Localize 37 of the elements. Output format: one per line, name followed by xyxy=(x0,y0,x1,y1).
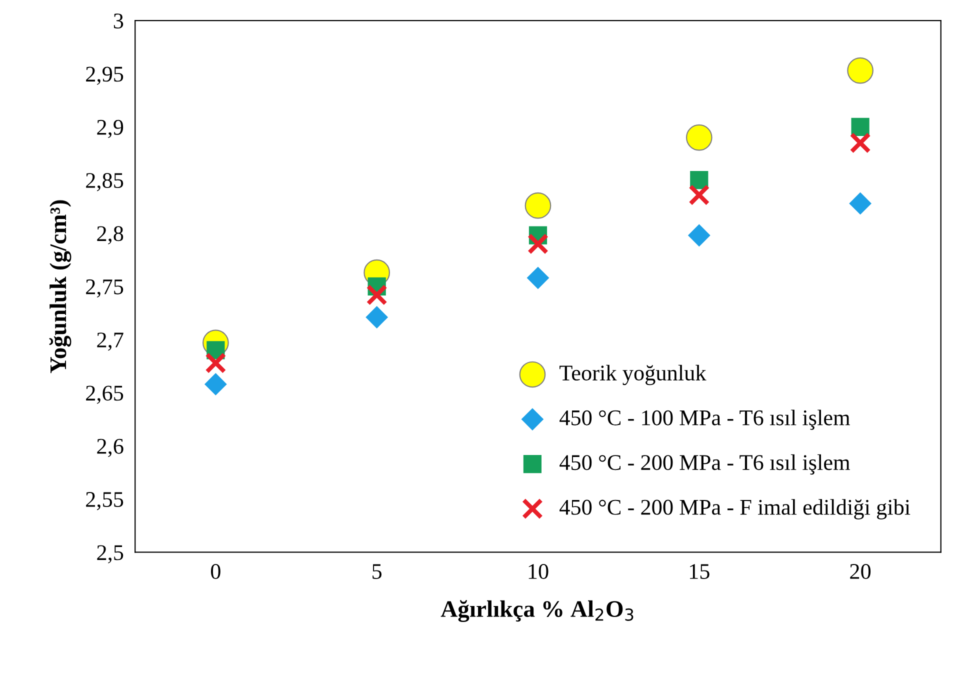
point xyxy=(524,192,552,219)
y-tick-label: 2,5 xyxy=(97,545,124,564)
y-tick-label: 2,7 xyxy=(97,332,124,351)
x-tick-label: 10 xyxy=(528,564,548,579)
point xyxy=(690,171,708,190)
point xyxy=(527,233,549,254)
point xyxy=(688,184,710,206)
y-axis-title: Yoğunluk (g/cm³) xyxy=(49,200,72,374)
x-axis-title: Ağırlıkça % Al$_{2}$O$_{3}$ xyxy=(440,600,634,622)
point xyxy=(366,306,388,328)
x-tick-label: 15 xyxy=(690,564,710,579)
y-tick-label: 2,6 xyxy=(97,438,124,458)
legend-label: 450 °C - 100 MPa - T6 ısıl işlem xyxy=(560,410,850,430)
x-tick-label: 5 xyxy=(372,564,382,579)
point xyxy=(688,224,710,247)
point xyxy=(526,266,550,290)
point xyxy=(204,373,227,396)
y-tick-label: 2,95 xyxy=(86,66,124,85)
y-tick-label: 2,8 xyxy=(97,226,124,244)
point xyxy=(849,192,872,215)
point xyxy=(850,132,871,154)
legend-label: 450 °C - 200 MPa - F imal edildiği gibi xyxy=(560,499,910,520)
point xyxy=(205,352,226,374)
point xyxy=(851,118,870,136)
x-tick-label: 0 xyxy=(210,564,220,579)
legend-label: 450 °C - 200 MPa - T6 ısıl işlem xyxy=(560,454,850,475)
point xyxy=(686,124,712,151)
y-tick-label: 2,55 xyxy=(86,492,124,510)
y-tick-label: 3 xyxy=(114,14,124,29)
y-tick-label: 2,75 xyxy=(86,279,124,298)
legend-label: Teorik yoğunluk xyxy=(560,364,706,386)
point xyxy=(847,57,874,84)
y-tick-label: 2,65 xyxy=(86,386,124,404)
point xyxy=(366,284,388,306)
y-tick-label: 2,85 xyxy=(86,173,124,192)
y-tick-label: 2,9 xyxy=(97,120,124,138)
x-tick-label: 20 xyxy=(850,564,871,579)
